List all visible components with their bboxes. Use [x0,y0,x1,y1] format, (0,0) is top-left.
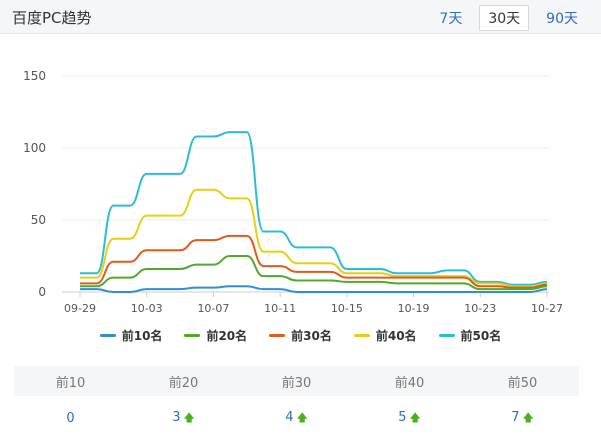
range-30-days-button[interactable]: 30天 [479,5,530,31]
summary-value-top10[interactable]: 0 [66,410,75,426]
x-tick-label: 10-23 [464,302,496,315]
legend-swatch-top50 [438,334,455,337]
summary-value-row: 0 3 🡅 4 🡅 5 🡅 7 🡅 [14,396,579,440]
summary-value-top30[interactable]: 4 [285,409,294,425]
series-line-前10名 [79,285,548,293]
legend-item-top40[interactable]: 前40名 [353,327,417,344]
chart-legend: 前10名 前20名 前30名 前40名 前50名 [0,327,601,344]
legend-label-top10: 前10名 [121,329,163,343]
legend-item-top20[interactable]: 前20名 [184,327,247,344]
summary-header-top40: 前40 [394,375,425,391]
range-7-days-button[interactable]: 7天 [439,11,463,27]
y-tick-label: 0 [38,285,46,299]
series-line-前40名 [80,188,548,288]
summary-header-top10: 前10 [55,375,86,391]
up-arrow-icon: 🡅 [296,410,308,424]
series-line-前50名 [80,131,548,286]
summary-value-top50[interactable]: 7 [511,409,520,425]
legend-item-top10[interactable]: 前10名 [99,327,163,344]
summary-cell-top10: 0 [14,411,127,426]
summary-header-row: 前10 前20 前30 前40 前50 [14,366,579,396]
legend-label-top40: 前40名 [375,329,417,343]
series-line-前20名 [79,255,548,291]
legend-item-top30[interactable]: 前30名 [269,327,332,344]
series-line-前30名 [80,234,548,289]
up-arrow-icon: 🡅 [522,410,534,424]
x-tick-label: 10-11 [264,302,296,315]
y-tick-label: 100 [23,141,46,155]
summary-header-top20: 前20 [168,375,199,391]
panel-header: 百度PC趋势 7天 30天 90天 [0,0,601,34]
x-tick-label: 09-29 [64,302,96,315]
x-tick-label: 10-27 [531,302,563,315]
legend-swatch-top30 [269,334,286,337]
legend-label-top30: 前30名 [291,329,332,343]
legend-label-top50: 前50名 [460,329,502,343]
summary-cell-top20: 3 🡅 [127,409,240,428]
trend-line-chart: 0 50 100 150 09-29 10-03 10-07 10-11 10-15 10-19 1… [23,69,563,315]
summary-header-top50: 前50 [507,375,538,391]
summary-value-top40[interactable]: 5 [398,409,407,425]
legend-swatch-top20 [184,334,201,337]
x-tick-label: 10-03 [131,302,163,315]
summary-cell-top30: 4 🡅 [240,409,353,428]
up-arrow-icon: 🡅 [409,410,421,424]
range-selector: 7天 30天 90天 [430,5,587,31]
y-tick-label: 150 [23,69,46,83]
legend-label-top20: 前20名 [206,329,248,343]
legend-item-top50[interactable]: 前50名 [438,327,502,344]
panel-title: 百度PC趋势 [12,9,92,27]
up-arrow-icon: 🡅 [183,410,195,424]
summary-cell-top40: 5 🡅 [353,409,466,428]
legend-swatch-top40 [353,334,370,337]
summary-cell-top50: 7 🡅 [466,409,579,428]
x-tick-label: 10-15 [331,302,363,315]
summary-header-top30: 前30 [281,375,312,391]
y-tick-label: 50 [31,213,46,227]
x-tick-label: 10-07 [197,302,229,315]
x-tick-label: 10-19 [398,302,430,315]
range-90-days-button[interactable]: 90天 [546,11,578,27]
summary-value-top20[interactable]: 3 [172,409,181,425]
legend-swatch-top10 [99,334,116,337]
ranking-summary-table: 前10 前20 前30 前40 前50 0 3 🡅 4 🡅 5 🡅 7 🡅 [14,366,579,440]
